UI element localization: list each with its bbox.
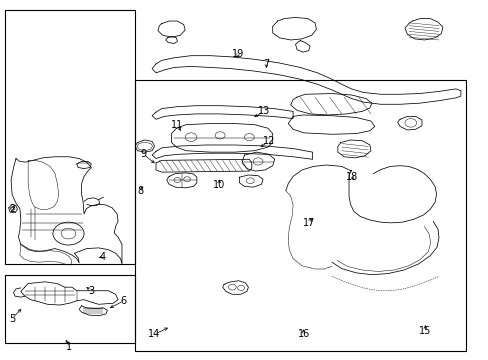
Text: 7: 7 bbox=[263, 59, 269, 69]
Text: 17: 17 bbox=[302, 218, 314, 228]
Text: 4: 4 bbox=[99, 252, 105, 262]
Text: 12: 12 bbox=[262, 136, 274, 147]
Text: 13: 13 bbox=[257, 107, 269, 116]
Text: 10: 10 bbox=[213, 180, 225, 190]
Bar bbox=[5, 275, 135, 342]
Text: 19: 19 bbox=[232, 49, 244, 59]
Text: 1: 1 bbox=[66, 342, 72, 352]
Text: 3: 3 bbox=[88, 286, 94, 296]
Text: 2: 2 bbox=[9, 204, 15, 214]
Text: 8: 8 bbox=[137, 186, 142, 196]
Text: 15: 15 bbox=[418, 326, 431, 336]
Bar bbox=[135, 80, 465, 351]
Text: 11: 11 bbox=[171, 120, 183, 130]
Text: 6: 6 bbox=[121, 296, 127, 306]
Text: 14: 14 bbox=[148, 329, 161, 339]
Text: 16: 16 bbox=[297, 329, 309, 339]
Text: 18: 18 bbox=[346, 172, 358, 182]
Text: 9: 9 bbox=[140, 149, 146, 159]
Bar bbox=[5, 10, 135, 264]
Text: 5: 5 bbox=[9, 314, 15, 324]
